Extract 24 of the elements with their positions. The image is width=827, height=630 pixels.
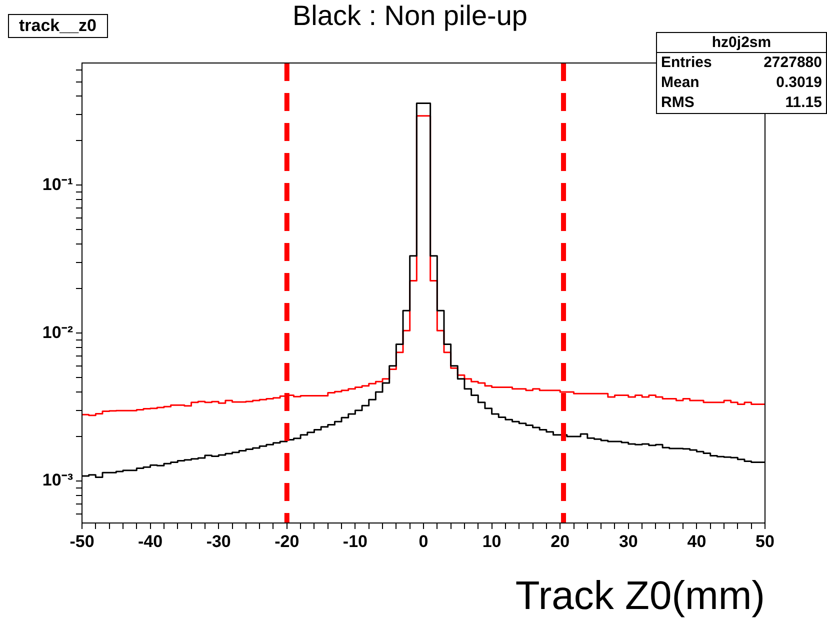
x-tick-label: 30 [618,532,638,551]
text: 0.3019 [776,73,822,93]
x-tick-label: -10 [342,532,368,551]
x-tick-label: -30 [206,532,231,551]
x-tick-label: -50 [70,532,94,551]
x-axis-title: Track Z0(mm) [515,574,765,618]
x-tick-label: 20 [550,532,570,551]
y-tick-label: 10⁻¹ [42,174,74,194]
x-tick-label: -40 [138,532,163,551]
chart-title: Black : Non pile-up [291,0,528,32]
x-tick-label: -20 [274,532,300,551]
text: 11.15 [785,93,822,113]
y-tick-label: 10⁻³ [42,470,74,490]
annotation: Mean [661,73,700,93]
x-tick-label: 40 [687,532,706,551]
y-tick-label: 10⁻² [42,322,74,342]
x-tick-label: 0 [418,532,428,551]
annotation: Entries [661,53,712,73]
annotation: RMS [661,93,694,113]
text: track__z0 [8,14,108,38]
text: hz0j2sm [657,33,826,53]
x-tick-label: 50 [756,532,774,551]
x-tick-label: 10 [482,532,502,551]
annotation: 2727880 [764,53,822,73]
